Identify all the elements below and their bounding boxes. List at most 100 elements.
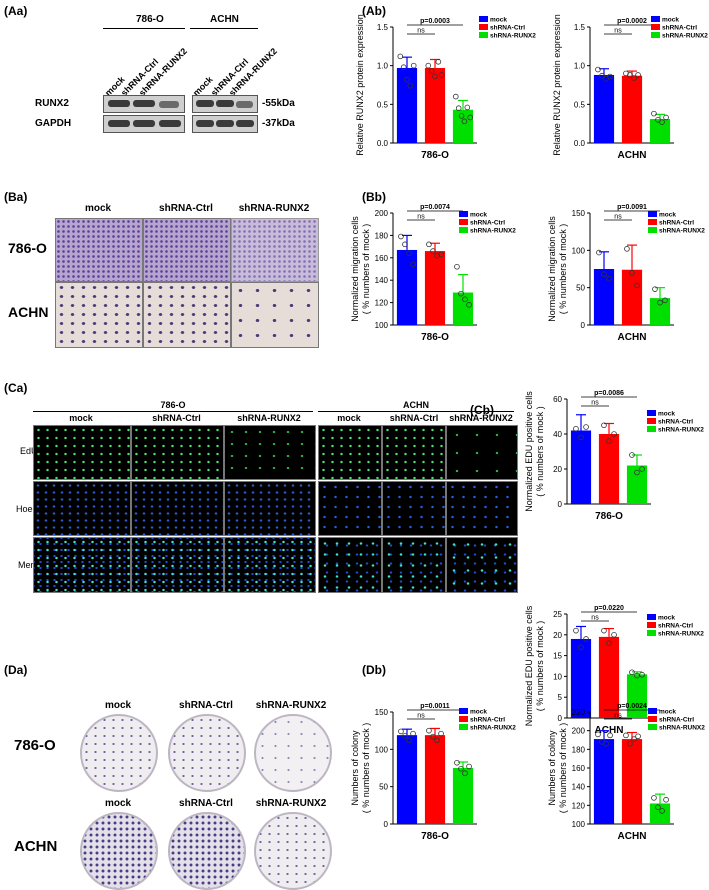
db1-point-0-1: [402, 733, 408, 739]
db1-ns: ns: [417, 713, 425, 720]
blot-divider-achn: [190, 28, 258, 29]
bb1-bar-2: [452, 292, 474, 325]
cb1-legend-swatch-0: [647, 410, 656, 416]
cb1-legend-label-1: shRNA-Ctrl: [658, 419, 693, 426]
db2-legend-swatch-2: [648, 724, 657, 730]
ab1-legend-label-0: mock: [490, 17, 507, 24]
bb1-legend-label-1: shRNA-Ctrl: [470, 220, 505, 227]
db1-ylabel-2: ( % numbers of mock ): [361, 723, 371, 814]
db1-bar-1: [424, 735, 446, 824]
bb2-ytick-label-0: 0: [581, 321, 586, 330]
migration-col-mock: mock: [84, 203, 112, 214]
bb1-pvalue: p=0.0074: [420, 204, 450, 211]
ab2-legend-label-1: shRNA-Ctrl: [662, 25, 697, 32]
ab1-point-0-1: [400, 64, 407, 71]
ab2-point-0-3: [607, 73, 613, 80]
ab2-legend-label-2: shRNA-RUNX2: [662, 33, 708, 40]
panel-label-ab: (Ab): [362, 4, 386, 18]
bb1-point-1-2: [434, 252, 440, 259]
edu-image-786o-ctrl-hoechst: [131, 481, 224, 536]
bb1-point-0-2: [406, 250, 412, 257]
blot-divider-786o: [103, 28, 185, 29]
ab1-point-0-2: [404, 76, 410, 83]
db2-ns: ns: [614, 713, 622, 720]
cb1-point-1-2: [611, 431, 617, 437]
db1-ytick-label-3: 150: [375, 708, 389, 717]
ab2-point-0-1: [599, 72, 605, 79]
db2-point-0-2: [603, 740, 609, 747]
cb1-bar-0: [570, 430, 592, 504]
cb2-legend-swatch-2: [647, 630, 656, 636]
bb1-ytick-label-5: 200: [375, 209, 389, 218]
db2-legend-label-0: mock: [659, 709, 676, 716]
bb1-point-1-0: [426, 241, 432, 248]
blot-runx2-achn: [192, 95, 258, 113]
ab2-point-2-2: [659, 119, 665, 125]
cb1-legend-label-0: mock: [658, 411, 675, 418]
bb1-ytick-label-2: 140: [375, 276, 389, 285]
ab1-point-2-1: [455, 105, 462, 111]
db1-bar-2: [452, 768, 474, 824]
db1-point-0-3: [410, 730, 416, 737]
cb2-ylabel: Normalized EDU positive cells: [524, 605, 534, 726]
edu-col-786o-runx2: shRNA-RUNX2: [237, 413, 301, 423]
bb2-point-0-0: [596, 249, 602, 256]
panel-label-bb: (Bb): [362, 190, 386, 204]
bb1-ns: ns: [417, 214, 425, 221]
db1-ytick-label-0: 0: [384, 820, 389, 829]
edu-image-achn-ctrl-hoechst: [382, 481, 446, 536]
cb2-ytick-label-3: 15: [553, 652, 562, 661]
colony-dish-achn-runx2: [254, 812, 332, 890]
db2-ytick-label-1: 120: [572, 801, 586, 810]
cb2-ytick-label-1: 5: [558, 693, 563, 702]
cb1-point-0-1: [578, 434, 584, 441]
db1-legend-swatch-2: [459, 724, 468, 730]
bb2-legend-swatch-2: [648, 227, 657, 233]
edu-image-786o-runx2-edu: [224, 425, 316, 480]
edu-image-achn-ctrl-edu: [382, 425, 446, 480]
ab1-point-2-3: [461, 118, 468, 125]
colony-row-achn: ACHN: [14, 838, 58, 855]
db1-legend-label-2: shRNA-RUNX2: [470, 725, 516, 732]
ab1-pvalue: p=0.0003: [420, 18, 450, 25]
ab1-ns: ns: [417, 28, 425, 35]
edu-image-786o-mock-hoechst: [33, 481, 131, 536]
db2-point-1-0: [623, 732, 629, 739]
bb1-point-2-0: [454, 263, 460, 270]
colony-col-runx2-achn: shRNA-RUNX2: [255, 798, 327, 809]
cb1-ytick-label-2: 40: [553, 430, 562, 439]
edu-col-achn-mock: mock: [337, 413, 361, 423]
cb1-point-1-1: [606, 438, 612, 444]
cb1-legend-swatch-2: [647, 426, 656, 432]
migration-col-runx2: shRNA-RUNX2: [238, 203, 310, 214]
bb1-point-0-0: [398, 233, 404, 240]
bb2-ylabel-2: ( % numbers of mock ): [558, 224, 568, 315]
cb2-point-1-2: [611, 631, 617, 638]
db1-legend-swatch-0: [459, 708, 468, 714]
ab1-bar-1: [424, 67, 446, 143]
bb2-point-0-1: [601, 271, 607, 278]
ab1-point-0-0: [397, 53, 404, 60]
colony-dish-786o-runx2: [254, 714, 332, 792]
cb1-point-0-2: [583, 424, 589, 430]
db2-legend-label-1: shRNA-Ctrl: [659, 717, 694, 724]
blot-size-55kda: -55kDa: [262, 98, 295, 109]
ab2-ytick-label-2: 1.0: [574, 62, 586, 71]
colony-col-mock-786o: mock: [104, 700, 132, 711]
db1-point-0-2: [406, 737, 412, 744]
db2-ylabel-2: ( % numbers of mock ): [558, 723, 568, 814]
ab2-bar-1: [621, 75, 643, 143]
bb1-legend-swatch-0: [459, 211, 468, 217]
bb1-legend-label-2: shRNA-RUNX2: [470, 228, 516, 235]
ab1-point-1-1: [428, 68, 435, 74]
edu-row-hoechst: Hoechst: [16, 504, 49, 514]
migration-image-786o-ctrl: [143, 218, 231, 282]
edu-image-achn-mock-hoechst: [318, 481, 382, 536]
db2-ylabel: Numbers of colony: [547, 730, 557, 806]
db2-ytick-label-2: 140: [572, 783, 586, 792]
db1-ytick-label-2: 100: [375, 745, 389, 754]
ab1-legend-swatch-1: [479, 24, 488, 30]
cb1-bar-2: [626, 465, 648, 504]
db1-point-1-2: [434, 737, 440, 744]
edu-image-786o-mock-merge: [33, 537, 131, 593]
